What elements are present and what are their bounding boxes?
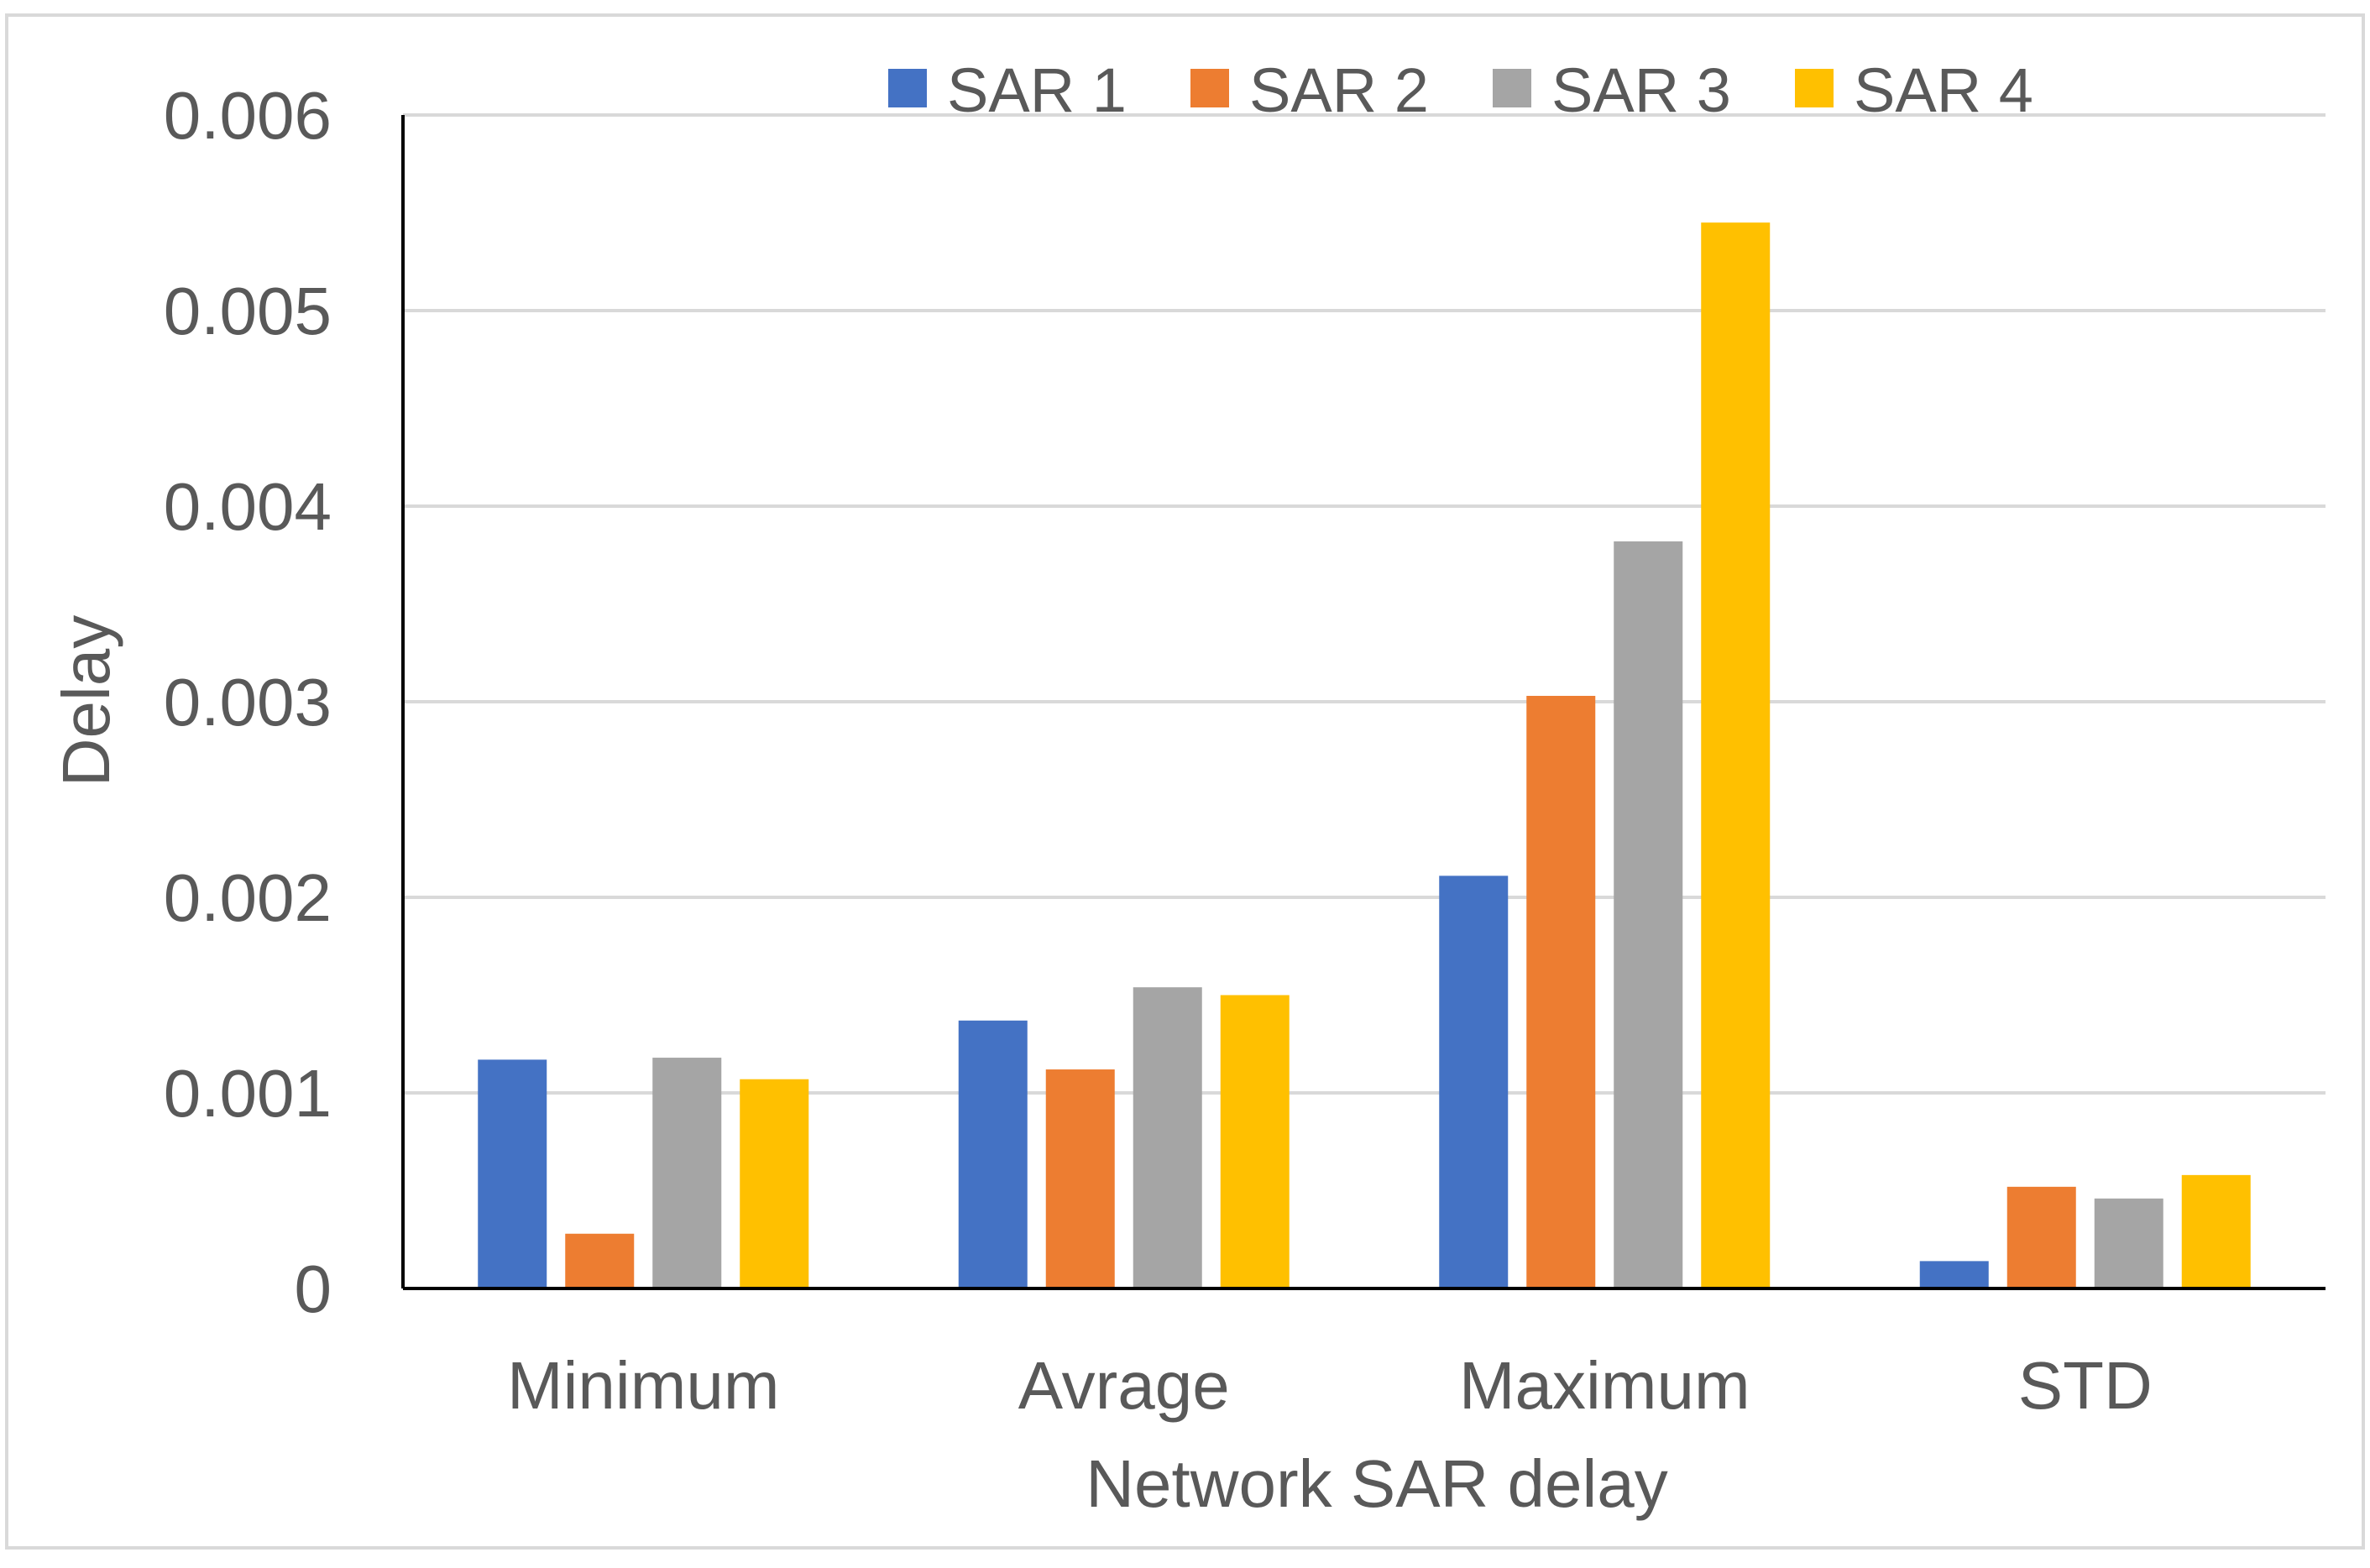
x-tick-label: Avrage — [1018, 1348, 1230, 1423]
legend-swatch — [1795, 69, 1834, 107]
y-tick-label: 0.002 — [164, 860, 332, 935]
x-axis-ticks: Minimum Avrage Maximum STD — [507, 1348, 2153, 1423]
x-tick-label: Minimum — [507, 1348, 779, 1423]
y-tick-label: 0.006 — [164, 78, 332, 153]
bar — [652, 1058, 722, 1288]
y-tick-label: 0.005 — [164, 274, 332, 348]
y-tick-label: 0.001 — [164, 1056, 332, 1131]
y-tick-label: 0 — [295, 1252, 332, 1326]
legend: SAR 1 SAR 2 SAR 3 SAR 4 — [888, 55, 2033, 125]
x-tick-label: STD — [2018, 1348, 2153, 1423]
bar — [478, 1059, 547, 1288]
bar — [2094, 1198, 2163, 1288]
bars — [478, 222, 2251, 1288]
y-axis-ticks: 0 0.001 0.002 0.003 0.004 0.005 0.006 — [164, 78, 332, 1326]
chart-border — [5, 13, 2365, 1550]
bar — [740, 1079, 809, 1288]
legend-swatch — [1190, 69, 1229, 107]
legend-swatch — [888, 69, 927, 107]
x-axis-title: Network SAR delay — [1086, 1446, 1668, 1521]
legend-label: SAR 2 — [1249, 55, 1429, 125]
y-axis-title: Delay — [49, 615, 123, 787]
x-tick-label: Maximum — [1459, 1348, 1750, 1423]
y-tick-label: 0.004 — [164, 469, 332, 544]
bar — [2006, 1186, 2076, 1288]
bar — [1045, 1069, 1115, 1288]
bar — [1614, 541, 1683, 1288]
bar — [1701, 222, 1771, 1288]
legend-label: SAR 3 — [1551, 55, 1731, 125]
bar — [1526, 696, 1596, 1288]
bar — [2181, 1174, 2251, 1288]
legend-swatch — [1493, 69, 1531, 107]
y-tick-label: 0.003 — [164, 665, 332, 740]
bar — [1439, 875, 1509, 1288]
bar — [1133, 987, 1202, 1288]
bar — [958, 1020, 1028, 1288]
gridlines — [403, 113, 2326, 1095]
bar — [1919, 1261, 1989, 1288]
legend-label: SAR 4 — [1854, 55, 2033, 125]
bar — [565, 1233, 635, 1288]
legend-label: SAR 1 — [947, 55, 1127, 125]
bar — [1220, 995, 1290, 1288]
